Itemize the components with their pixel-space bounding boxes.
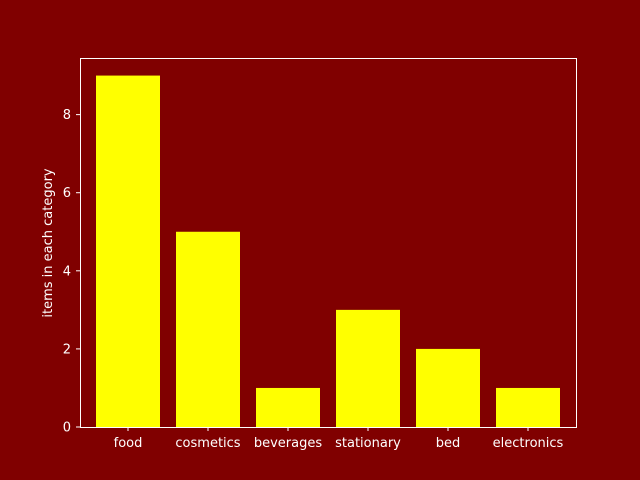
bar-food xyxy=(96,75,160,428)
y-tick-label-8: 8 xyxy=(63,108,71,123)
y-tick-label-0: 0 xyxy=(63,421,71,436)
y-tick-label-2: 2 xyxy=(63,342,71,357)
y-axis-ticks: 0 2 4 6 8 xyxy=(63,108,80,436)
x-tick-label-food: food xyxy=(114,436,143,451)
bar-beverages xyxy=(256,387,320,427)
x-axis-ticks: food cosmetics beverages stationary bed elect… xyxy=(114,427,564,451)
x-tick-label-stationary: stationary xyxy=(335,436,401,451)
axes-frame xyxy=(80,58,577,428)
x-tick-label-cosmetics: cosmetics xyxy=(175,436,240,451)
y-tick-label-4: 4 xyxy=(63,264,71,279)
x-tick-label-beverages: beverages xyxy=(254,436,323,451)
bar-cosmetics xyxy=(176,231,240,427)
bar-electronics xyxy=(496,387,560,427)
x-tick-label-bed: bed xyxy=(436,436,461,451)
x-tick-label-electronics: electronics xyxy=(493,436,564,451)
y-tick-label-6: 6 xyxy=(63,186,71,201)
y-axis-label: items in each category xyxy=(41,168,56,318)
bars-group xyxy=(96,75,560,428)
bar-bed xyxy=(416,348,480,427)
bar-stationary xyxy=(336,309,400,427)
